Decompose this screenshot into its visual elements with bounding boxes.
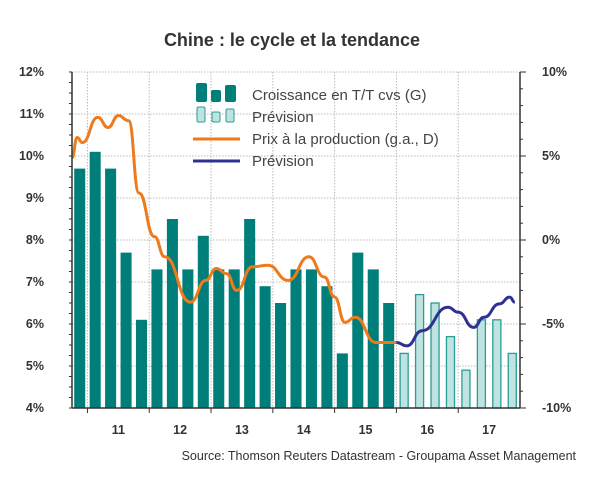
legend-swatch-forecast (212, 112, 220, 122)
left-tick-label: 6% (26, 317, 44, 331)
bar-actual (151, 269, 162, 408)
bar-actual (213, 269, 224, 408)
legend-swatch-forecast (197, 107, 205, 122)
legend-swatch-forecast (226, 109, 234, 122)
bar-actual (260, 286, 271, 408)
bar-actual (321, 286, 332, 408)
bar-actual (383, 303, 394, 408)
bar-actual (182, 269, 193, 408)
bar-actual (275, 303, 286, 408)
bar-forecast (462, 370, 470, 408)
bar-forecast (508, 353, 516, 408)
bar-actual (337, 353, 348, 408)
left-tick-label: 7% (26, 275, 44, 289)
bar-actual (74, 169, 85, 408)
bar-actual (198, 236, 209, 408)
legend-label: Prévision (252, 109, 314, 126)
legend-swatch-actual (196, 83, 207, 102)
right-tick-label: 0% (542, 233, 560, 247)
left-tick-label: 5% (26, 359, 44, 373)
bar-forecast (477, 320, 485, 408)
bar-actual (90, 152, 101, 408)
bar-actual (306, 269, 317, 408)
left-tick-label: 8% (26, 233, 44, 247)
bar-actual (121, 253, 132, 408)
x-tick-label: 11 (112, 423, 125, 437)
x-tick-label: 15 (359, 423, 373, 437)
bar-actual (352, 253, 363, 408)
bar-actual (136, 320, 147, 408)
left-tick-label: 4% (26, 401, 44, 415)
source-note: Source: Thomson Reuters Datastream - Gro… (182, 449, 577, 463)
legend-label: Prévision (252, 153, 314, 170)
legend-swatch-actual (225, 85, 236, 102)
bar-actual (105, 169, 116, 408)
chart-title: Chine : le cycle et la tendance (164, 30, 420, 50)
left-tick-label: 10% (19, 149, 44, 163)
bar-actual (244, 219, 255, 408)
left-tick-label: 12% (19, 65, 44, 79)
bar-forecast (416, 295, 424, 408)
bar-forecast (446, 337, 454, 408)
right-tick-label: 5% (542, 149, 560, 163)
left-tick-label: 11% (20, 107, 44, 121)
x-tick-label: 12 (173, 423, 187, 437)
bar-actual (167, 219, 178, 408)
left-tick-label: 9% (26, 191, 44, 205)
x-tick-label: 13 (235, 423, 249, 437)
right-tick-label: -10% (542, 401, 571, 415)
x-tick-label: 16 (420, 423, 434, 437)
bar-actual (290, 269, 301, 408)
x-tick-label: 14 (297, 423, 311, 437)
legend-label: Prix à la production (g.a., D) (252, 131, 439, 148)
bar-forecast (400, 353, 408, 408)
right-tick-label: -5% (542, 317, 564, 331)
x-tick-label: 17 (482, 423, 496, 437)
right-tick-label: 10% (542, 65, 567, 79)
bar-forecast (493, 320, 501, 408)
legend-swatch-actual (211, 90, 221, 102)
legend-label: Croissance en T/T cvs (G) (252, 87, 427, 104)
